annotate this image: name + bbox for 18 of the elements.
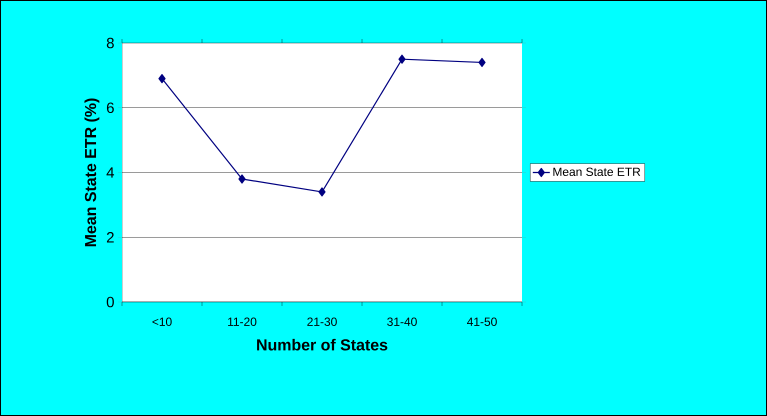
y-tick-label: 2 [106, 232, 114, 242]
y-tick-label: 6 [106, 102, 114, 114]
x-tick-label: 21-30 [307, 318, 337, 326]
y-tick-label: 4 [106, 167, 114, 178]
point [318, 187, 326, 197]
y-axis-title: Mean State ETR (%) [84, 98, 100, 246]
point [158, 74, 166, 84]
point [478, 58, 486, 68]
x-tick-label: 31-40 [387, 318, 417, 326]
y-tick-label: 8 [106, 38, 114, 48]
legend-label: Mean State ETR [553, 168, 640, 176]
y-tick-label: 0 [106, 296, 114, 308]
point [398, 54, 406, 64]
x-tick-label: <10 [152, 318, 172, 326]
x-tick-label: 11-20 [228, 318, 256, 326]
point [238, 174, 246, 184]
x-tick-label: 41-50 [467, 318, 497, 326]
x-axis-title: Number of States [257, 338, 388, 351]
